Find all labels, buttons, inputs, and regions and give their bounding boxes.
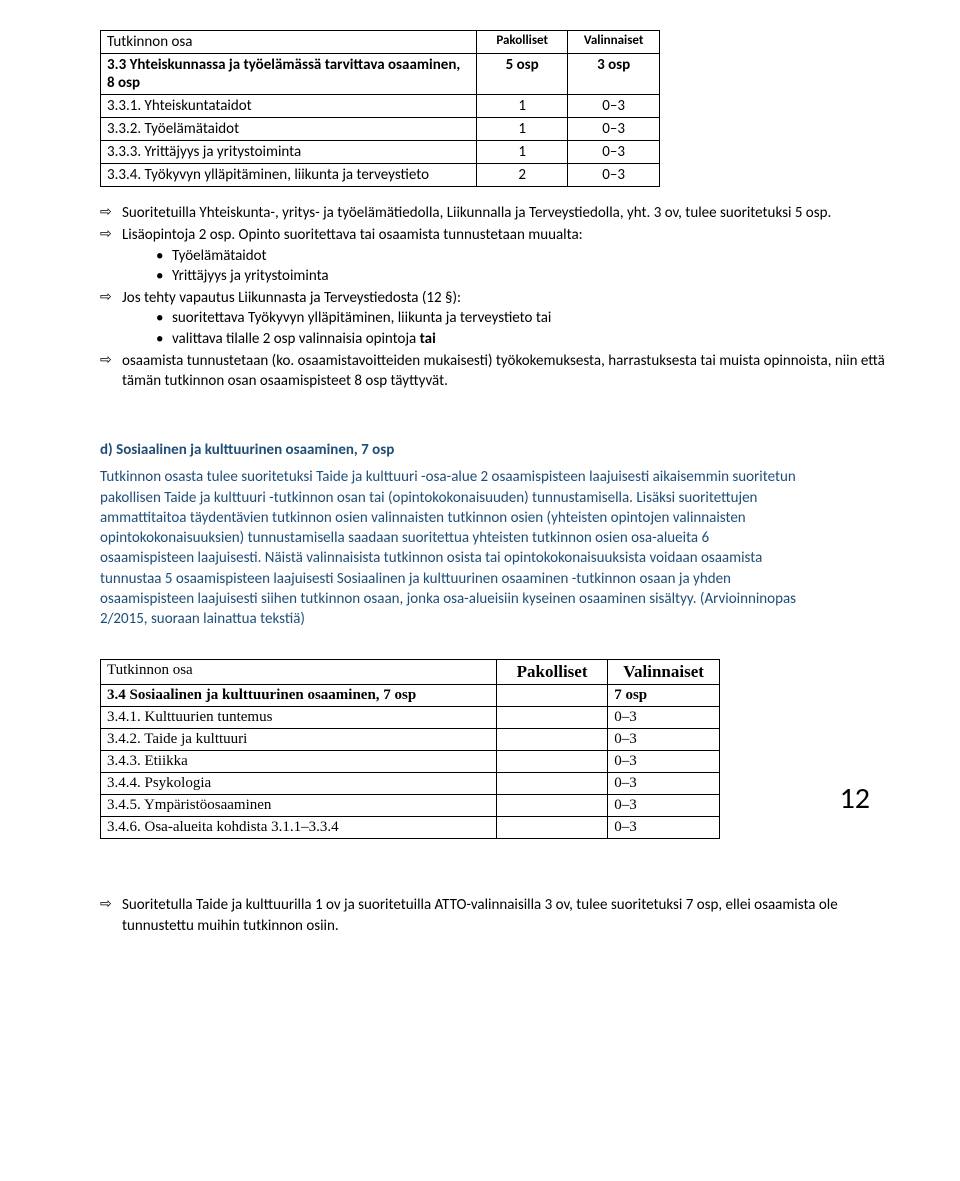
table-row: 3.3.3. Yrittäjyys ja yritystoiminta 1 0–… [101, 141, 660, 164]
list-item: valittava tilalle 2 osp valinnaisia opin… [156, 329, 910, 349]
cell: 2 [477, 164, 568, 187]
cell: 0–3 [608, 707, 720, 729]
cell [497, 729, 608, 751]
cell [497, 773, 608, 795]
sub-list: suoritettava Työkyvyn ylläpitäminen, lii… [122, 308, 910, 349]
table-3-4: Tutkinnon osa Pakolliset Valinnaiset 3.4… [100, 659, 720, 839]
table-section-row: 3.4 Sosiaalinen ja kulttuurinen osaamine… [101, 685, 720, 707]
cell: 1 [477, 95, 568, 118]
col-header-valinnaiset: Valinnaiset [608, 660, 720, 685]
cell: 3.4.2. Taide ja kulttuuri [101, 729, 497, 751]
table-3-3: Tutkinnon osa Pakolliset Valinnaiset 3.3… [100, 30, 660, 187]
col-header-tutkinnon-osa: Tutkinnon osa [101, 31, 477, 54]
section-d-heading: d) Sosiaalinen ja kulttuurinen osaaminen… [100, 441, 910, 459]
cell: 0–3 [568, 95, 660, 118]
cell: 3.3.2. Työelämätaidot [101, 118, 477, 141]
col-header-valinnaiset: Valinnaiset [568, 31, 660, 54]
list-text: Lisäopintoja 2 osp. Opinto suoritettava … [122, 226, 583, 244]
cell: 3.4 Sosiaalinen ja kulttuurinen osaamine… [101, 685, 497, 707]
table-header-row: Tutkinnon osa Pakolliset Valinnaiset [101, 31, 660, 54]
list-item: Työelämätaidot [156, 246, 910, 266]
cell: 1 [477, 141, 568, 164]
table-row: 3.4.4. Psykologia 0–3 [101, 773, 720, 795]
list-item: Yrittäjyys ja yritystoiminta [156, 266, 910, 286]
cell: 3.4.1. Kulttuurien tuntemus [101, 707, 497, 729]
sub-list: Työelämätaidot Yrittäjyys ja yritystoimi… [122, 246, 910, 287]
list-text: valittava tilalle 2 osp valinnaisia opin… [172, 330, 420, 348]
notes-list-1: Suoritetuilla Yhteiskunta-, yritys- ja t… [50, 203, 910, 391]
cell: 0–3 [568, 118, 660, 141]
list-item: suoritettava Työkyvyn ylläpitäminen, lii… [156, 308, 910, 328]
cell: 3.3.3. Yrittäjyys ja yritystoiminta [101, 141, 477, 164]
cell: 1 [477, 118, 568, 141]
cell: 0–3 [608, 751, 720, 773]
cell: 0–3 [608, 773, 720, 795]
table-row: 3.4.2. Taide ja kulttuuri 0–3 [101, 729, 720, 751]
table-row: 3.3.1. Yhteiskuntataidot 1 0–3 [101, 95, 660, 118]
table-row: 3.4.5. Ympäristöosaaminen 0–3 [101, 795, 720, 817]
cell: 3 osp [568, 54, 660, 95]
table-row: 3.4.3. Etiikka 0–3 [101, 751, 720, 773]
cell: 0–3 [608, 817, 720, 839]
cell: 0–3 [608, 795, 720, 817]
section-d-body: Tutkinnon osasta tulee suoritetuksi Taid… [100, 467, 800, 629]
cell: 0–3 [608, 729, 720, 751]
list-item: Lisäopintoja 2 osp. Opinto suoritettava … [100, 225, 910, 286]
list-item: osaamista tunnustetaan (ko. osaamistavoi… [100, 351, 910, 392]
cell: 7 osp [608, 685, 720, 707]
page-number: 12 [840, 780, 870, 817]
col-header-pakolliset: Pakolliset [497, 660, 608, 685]
table-row: 3.4.1. Kulttuurien tuntemus 0–3 [101, 707, 720, 729]
cell [497, 817, 608, 839]
notes-list-2: Suoritetulla Taide ja kulttuurilla 1 ov … [50, 895, 910, 936]
cell [497, 685, 608, 707]
cell [497, 751, 608, 773]
cell: 3.3.1. Yhteiskuntataidot [101, 95, 477, 118]
cell [497, 795, 608, 817]
cell: 5 osp [477, 54, 568, 95]
cell: 3.4.4. Psykologia [101, 773, 497, 795]
list-item: Jos tehty vapautus Liikunnasta ja Tervey… [100, 288, 910, 349]
list-item: Suoritetulla Taide ja kulttuurilla 1 ov … [100, 895, 910, 936]
cell: 3.3.4. Työkyvyn ylläpitäminen, liikunta … [101, 164, 477, 187]
cell: 0–3 [568, 164, 660, 187]
cell: 3.4.6. Osa-alueita kohdista 3.1.1–3.3.4 [101, 817, 497, 839]
table-section-row: 3.3 Yhteiskunnassa ja työelämässä tarvit… [101, 54, 660, 95]
cell [497, 707, 608, 729]
cell: 3.3 Yhteiskunnassa ja työelämässä tarvit… [101, 54, 477, 95]
table-row: 3.4.6. Osa-alueita kohdista 3.1.1–3.3.4 … [101, 817, 720, 839]
table-row: 3.3.4. Työkyvyn ylläpitäminen, liikunta … [101, 164, 660, 187]
list-text: Jos tehty vapautus Liikunnasta ja Tervey… [122, 289, 461, 307]
cell: 0–3 [568, 141, 660, 164]
bold-tail: tai [420, 330, 436, 348]
col-header-tutkinnon-osa: Tutkinnon osa [101, 660, 497, 685]
col-header-pakolliset: Pakolliset [477, 31, 568, 54]
list-item: Suoritetuilla Yhteiskunta-, yritys- ja t… [100, 203, 910, 223]
table-header-row: Tutkinnon osa Pakolliset Valinnaiset [101, 660, 720, 685]
table-row: 3.3.2. Työelämätaidot 1 0–3 [101, 118, 660, 141]
cell: 3.4.3. Etiikka [101, 751, 497, 773]
cell: 3.4.5. Ympäristöosaaminen [101, 795, 497, 817]
